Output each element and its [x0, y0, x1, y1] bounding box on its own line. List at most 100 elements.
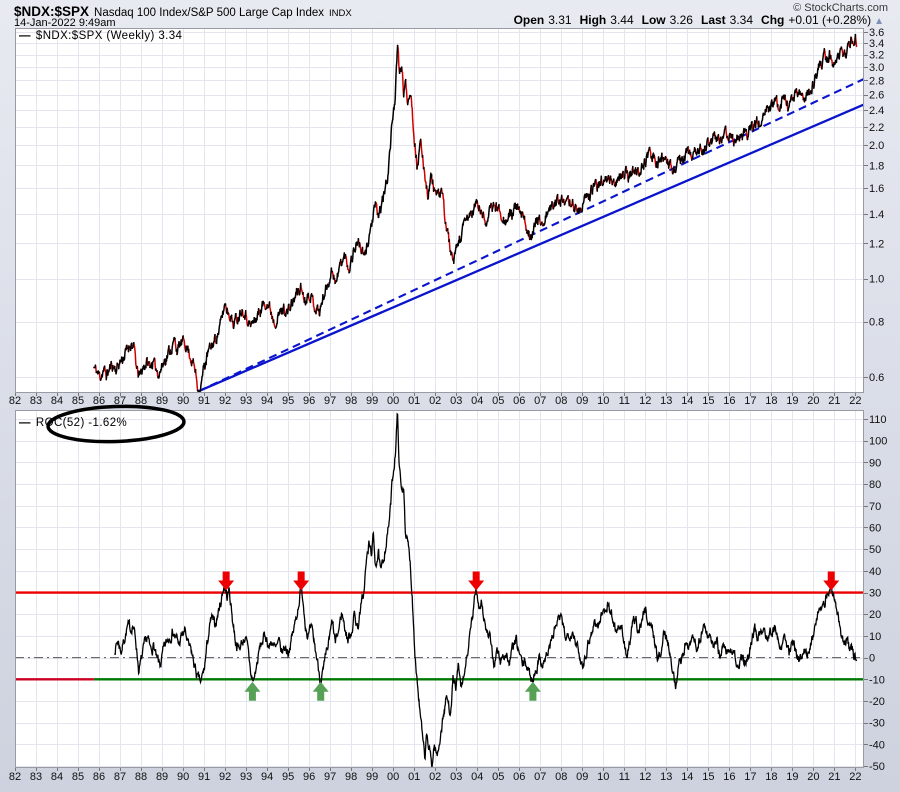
quote-last-value: 3.34	[729, 13, 754, 27]
svg-text:2.4: 2.4	[869, 105, 884, 117]
price-line-up	[93, 33, 857, 393]
svg-text:88: 88	[135, 395, 147, 407]
svg-text:86: 86	[93, 395, 105, 407]
svg-text:90: 90	[869, 457, 881, 469]
svg-text:05: 05	[492, 395, 504, 407]
price-pane-border	[15, 28, 864, 393]
buy-signal-arrow	[312, 681, 329, 701]
svg-text:2.0: 2.0	[869, 140, 884, 152]
svg-text:18: 18	[765, 395, 777, 407]
svg-text:1.0: 1.0	[869, 274, 884, 286]
svg-text:3.6: 3.6	[869, 27, 884, 39]
svg-text:84: 84	[51, 771, 63, 783]
svg-text:92: 92	[219, 395, 231, 407]
svg-text:11: 11	[619, 395, 630, 407]
chart-datetime: 14-Jan-2022 9:49am	[14, 17, 116, 29]
svg-text:98: 98	[345, 395, 357, 407]
svg-text:2.2: 2.2	[869, 122, 884, 134]
svg-text:21: 21	[828, 395, 840, 407]
svg-text:01: 01	[408, 771, 420, 783]
svg-text:-10: -10	[869, 674, 885, 686]
svg-text:100: 100	[869, 436, 887, 448]
symbol-title: $NDX:$SPX	[14, 4, 90, 19]
svg-text:-30: -30	[869, 718, 885, 730]
svg-text:2.8: 2.8	[869, 75, 884, 87]
svg-text:0.6: 0.6	[869, 372, 884, 384]
roc-legend-text: ROC(52) -1.62%	[35, 417, 128, 429]
svg-text:87: 87	[114, 771, 126, 783]
svg-text:91: 91	[198, 771, 210, 783]
svg-text:01: 01	[408, 395, 420, 407]
x-axis-labels-mid: 82 83 84 85 86 87 88 89 90 91 92 93 94 95 96 97 98 99 00 01…	[9, 395, 862, 407]
header: $NDX:$SPX Nasdaq 100 Index/S&P 500 Large …	[14, 3, 352, 21]
symbol-name: Nasdaq 100 Index/S&P 500 Large Cap Index	[94, 7, 324, 19]
svg-text:0: 0	[869, 653, 875, 665]
price-legend-text: $NDX:$SPX (Weekly) 3.34	[35, 30, 183, 42]
svg-text:13: 13	[660, 771, 672, 783]
svg-text:00: 00	[387, 395, 399, 407]
roc-legend: — ROC(52) -1.62%	[19, 417, 127, 429]
quote-open-label: Open	[513, 13, 545, 27]
svg-text:1.6: 1.6	[869, 183, 884, 195]
quote-last-label: Last	[700, 13, 726, 27]
svg-text:93: 93	[240, 771, 252, 783]
svg-text:21: 21	[828, 771, 840, 783]
svg-text:08: 08	[555, 395, 567, 407]
svg-text:1.8: 1.8	[869, 160, 884, 172]
svg-text:04: 04	[471, 771, 483, 783]
svg-text:16: 16	[723, 395, 735, 407]
svg-text:82: 82	[9, 395, 21, 407]
svg-text:17: 17	[744, 395, 756, 407]
svg-text:13: 13	[660, 395, 672, 407]
svg-text:2.6: 2.6	[869, 90, 884, 102]
exchange-label: INDX	[329, 8, 352, 19]
copyright: © StockCharts.com	[793, 2, 888, 14]
quote-open-value: 3.31	[548, 13, 572, 27]
svg-text:07: 07	[534, 771, 546, 783]
quote-high-label: High	[579, 13, 607, 27]
change-up-icon: ▲	[874, 16, 884, 27]
svg-text:-40: -40	[869, 739, 885, 751]
svg-text:85: 85	[72, 771, 84, 783]
quote-high-value: 3.44	[610, 13, 634, 27]
svg-text:89: 89	[156, 395, 168, 407]
svg-text:95: 95	[282, 395, 294, 407]
svg-text:80: 80	[869, 479, 881, 491]
svg-text:86: 86	[93, 771, 105, 783]
svg-text:1.4: 1.4	[869, 209, 884, 221]
svg-text:60: 60	[869, 522, 881, 534]
svg-text:22: 22	[849, 395, 861, 407]
svg-text:3.2: 3.2	[869, 50, 884, 62]
svg-text:95: 95	[282, 771, 294, 783]
svg-text:09: 09	[576, 395, 588, 407]
svg-text:10: 10	[597, 395, 609, 407]
svg-text:30: 30	[869, 588, 881, 600]
roc-pane-bg	[15, 410, 864, 768]
svg-text:83: 83	[30, 395, 42, 407]
svg-text:16: 16	[723, 771, 735, 783]
svg-text:04: 04	[471, 395, 483, 407]
quote-chg-value: +0.01 (+0.28%)	[788, 13, 872, 27]
svg-text:99: 99	[366, 395, 378, 407]
svg-text:12: 12	[639, 395, 651, 407]
svg-text:10: 10	[869, 631, 881, 643]
price-legend: — $NDX:$SPX (Weekly) 3.34	[19, 30, 182, 42]
svg-text:91: 91	[198, 395, 210, 407]
svg-text:92: 92	[219, 771, 231, 783]
svg-text:02: 02	[429, 395, 441, 407]
svg-text:03: 03	[450, 395, 462, 407]
svg-text:70: 70	[869, 501, 881, 513]
svg-text:09: 09	[576, 771, 588, 783]
svg-text:17: 17	[744, 771, 756, 783]
svg-text:98: 98	[345, 771, 357, 783]
quote-bar: Open 3.31 High 3.44 Low 3.26 Last 3.34 Chg +0.01 …	[506, 13, 884, 27]
svg-text:94: 94	[261, 395, 273, 407]
svg-text:22: 22	[849, 771, 861, 783]
price-legend-dash-icon: —	[19, 30, 31, 42]
sell-signal-arrow	[293, 571, 310, 591]
roc-y-axis-labels: -50 -40 -30 -20 -10 0 10 20 30 40 50 60 70 80 90 100 110	[869, 414, 887, 773]
svg-text:89: 89	[156, 771, 168, 783]
svg-text:88: 88	[135, 771, 147, 783]
svg-text:06: 06	[513, 771, 525, 783]
